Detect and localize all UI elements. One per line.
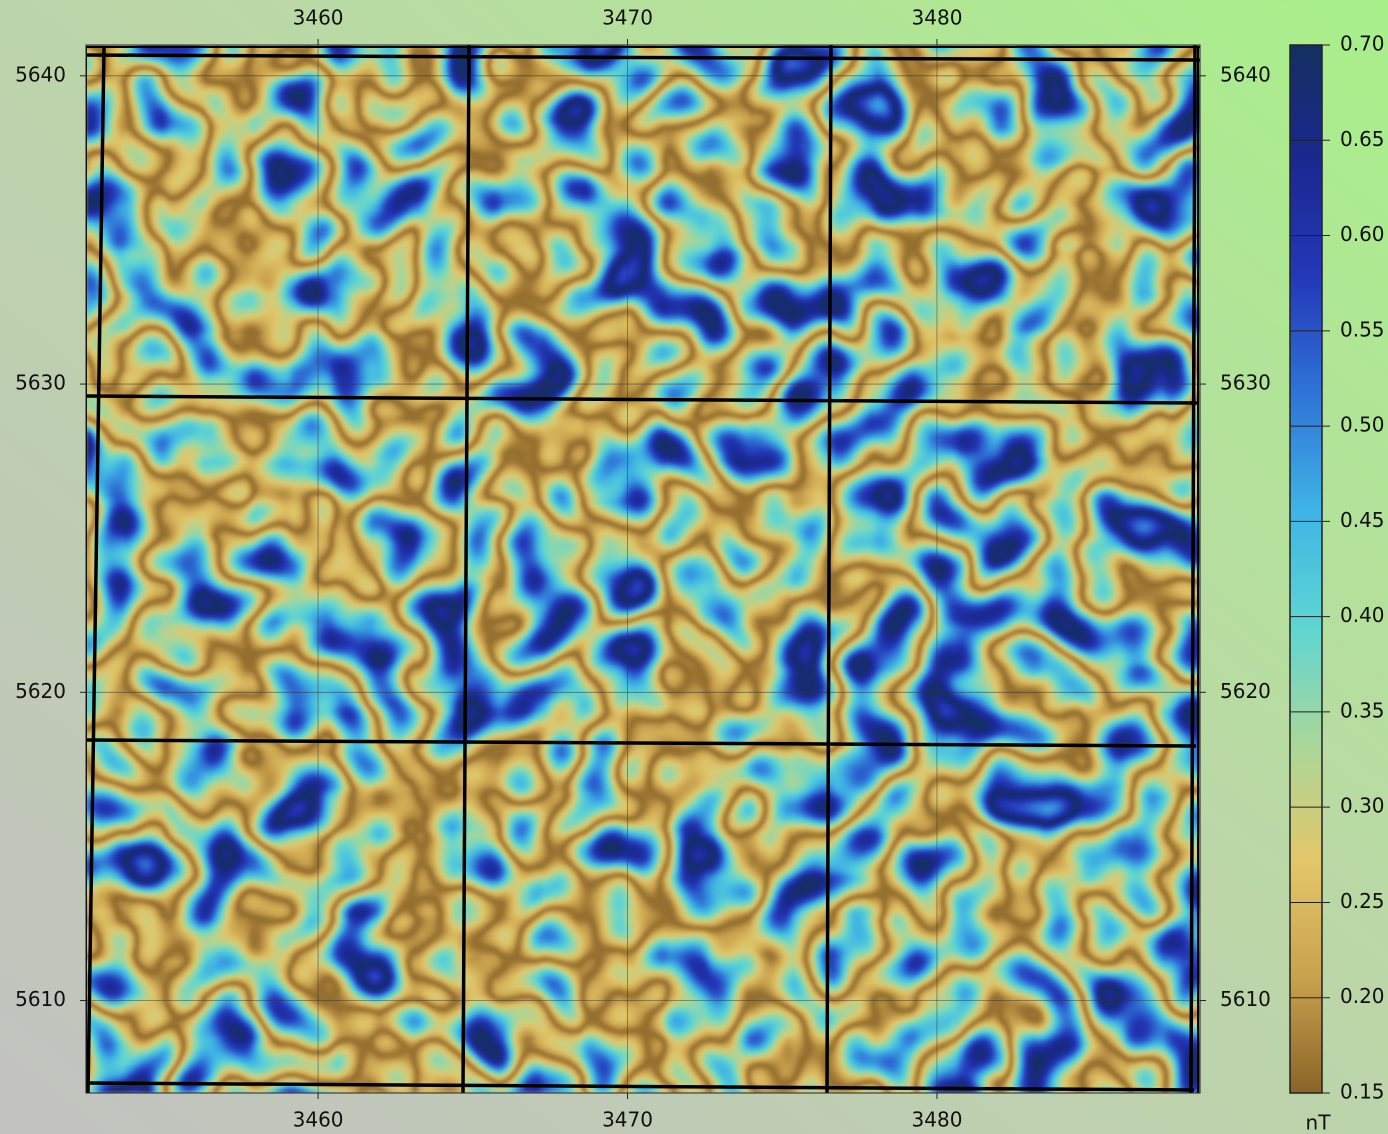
y-tick-label-right: 5610 xyxy=(1220,987,1271,1011)
tile-edge xyxy=(86,53,1200,1092)
tile-boundaries xyxy=(86,45,1200,1093)
x-tick-label-top: 3480 xyxy=(912,6,963,30)
axes: 3460 3460 3470 3470 3480 3480 5610 5610 5620 5620… xyxy=(15,6,1271,1132)
plot-area xyxy=(86,45,1200,1093)
y-tick-label-left: 5630 xyxy=(15,371,66,395)
colorbar-axis: 0.15 0.20 0.25 0.30 0.35 0.40 0.45 0.50 0.55 0.60… xyxy=(1290,32,1385,1104)
colorbar-tick-label: 0.35 xyxy=(1340,698,1385,722)
y-tick-label-right: 5640 xyxy=(1220,62,1271,86)
colorbar-tick-label: 0.50 xyxy=(1340,413,1385,437)
colorbar-tick-label: 0.25 xyxy=(1340,889,1385,913)
tile-edge xyxy=(86,45,1197,1093)
y-tick-label-right: 5620 xyxy=(1220,679,1271,703)
plot-frame xyxy=(85,44,1201,1094)
x-tick-label-top: 3460 xyxy=(293,6,344,30)
tile-edge xyxy=(86,46,1200,1093)
x-tick-label-top: 3470 xyxy=(602,6,653,30)
x-tick-label-bottom: 3460 xyxy=(293,1108,344,1132)
x-tick-label-bottom: 3470 xyxy=(602,1108,653,1132)
colorbar-tick-label: 0.65 xyxy=(1340,127,1385,151)
x-tick-label-bottom: 3480 xyxy=(912,1108,963,1132)
grid xyxy=(86,45,1200,1093)
colorbar-tick-label: 0.70 xyxy=(1340,32,1385,56)
y-tick-label-left: 5640 xyxy=(15,62,66,86)
colorbar-tick-label: 0.55 xyxy=(1340,317,1385,341)
colorbar-tick-label: 0.30 xyxy=(1340,794,1385,818)
colorbar-tick-label: 0.40 xyxy=(1340,603,1385,627)
colorbar-tick-label: 0.45 xyxy=(1340,508,1385,532)
y-tick-label-left: 5620 xyxy=(15,679,66,703)
colorbar-tick-label: 0.60 xyxy=(1340,222,1385,246)
colorbar-tick-label: 0.15 xyxy=(1340,1080,1385,1104)
y-tick-label-right: 5630 xyxy=(1220,371,1271,395)
y-tick-label-left: 5610 xyxy=(15,987,66,1011)
colorbar-tick-label: 0.20 xyxy=(1340,984,1385,1008)
anomaly-raster xyxy=(86,45,1200,1093)
colorbar-unit: nT xyxy=(1306,1111,1332,1134)
colorbar xyxy=(1289,44,1323,1094)
